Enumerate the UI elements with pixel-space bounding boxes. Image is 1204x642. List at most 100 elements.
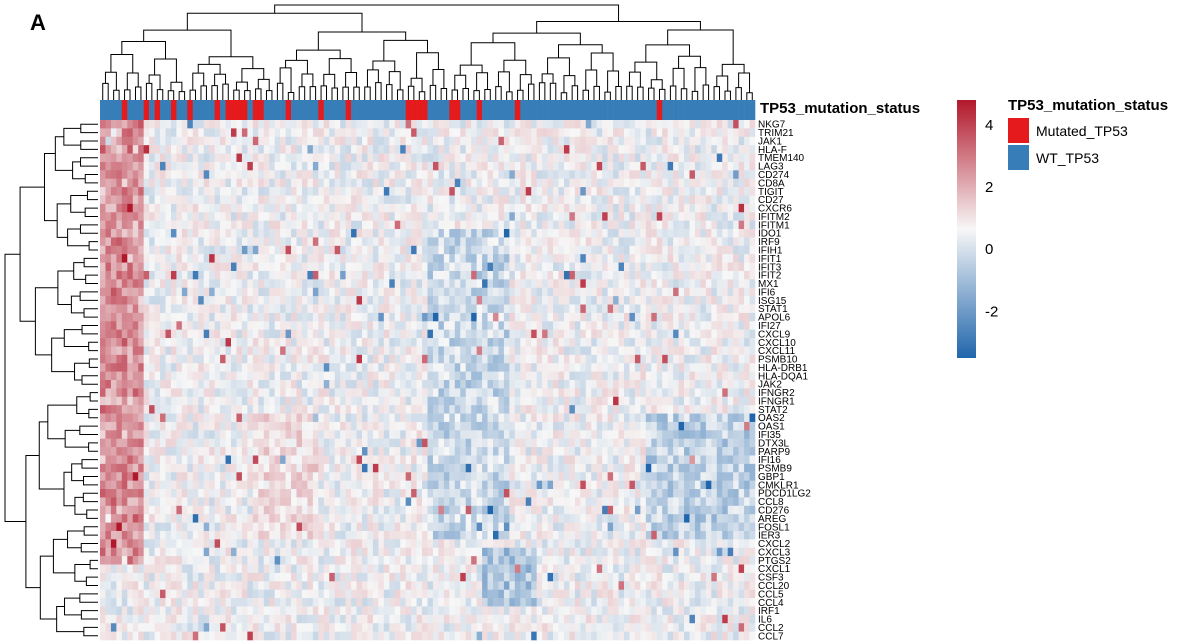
heatmap-cell: [563, 405, 570, 414]
heatmap-cell: [110, 203, 117, 213]
heatmap-cell: [416, 296, 423, 305]
heatmap-cell: [465, 321, 472, 330]
heatmap-cell: [443, 270, 450, 280]
heatmap-cell: [334, 371, 341, 381]
heatmap-cell: [356, 229, 363, 238]
heatmap-cell: [187, 170, 194, 180]
heatmap-cell: [318, 145, 325, 154]
heatmap-cell: [400, 388, 406, 398]
heatmap-cell: [493, 136, 499, 146]
heatmap-cell: [694, 153, 701, 163]
heatmap-cell: [591, 178, 598, 188]
heatmap-cell: [640, 380, 647, 389]
heatmap-cell: [198, 363, 205, 372]
heatmap-cell: [236, 421, 243, 431]
heatmap-cell: [689, 279, 696, 289]
heatmap-cell: [296, 195, 303, 205]
heatmap-cell: [362, 296, 368, 305]
heatmap-cell: [231, 430, 237, 440]
annotation-cell: [383, 100, 390, 120]
heatmap-cell: [667, 312, 674, 322]
heatmap-cell: [482, 413, 488, 423]
heatmap-cell: [689, 153, 696, 163]
heatmap-cell: [689, 287, 696, 297]
heatmap-cell: [100, 363, 106, 372]
heatmap-cell: [345, 170, 352, 180]
heatmap-cell: [711, 120, 718, 129]
heatmap-cell: [645, 270, 652, 280]
dendrogram-branch: [79, 291, 98, 301]
heatmap-cell: [323, 312, 330, 322]
heatmap-cell: [121, 270, 128, 280]
heatmap-cell: [340, 195, 346, 205]
heatmap-cell: [432, 237, 439, 247]
heatmap-cell: [465, 153, 472, 163]
heatmap-cell: [476, 203, 483, 213]
dendrogram-branch: [396, 89, 404, 100]
heatmap-cell: [629, 145, 636, 154]
heatmap-cell: [471, 212, 477, 221]
dendrogram-branch: [432, 68, 445, 89]
heatmap-cell: [656, 270, 663, 280]
heatmap-cell: [187, 220, 194, 230]
heatmap-cell: [591, 413, 598, 423]
heatmap-cell: [181, 245, 188, 255]
heatmap-cell: [116, 413, 123, 423]
heatmap-cell: [149, 128, 155, 138]
heatmap-cell: [100, 245, 106, 255]
annotation-cell: [694, 100, 701, 120]
heatmap-cell: [673, 128, 679, 138]
heatmap-cell: [733, 396, 739, 406]
heatmap-cell: [334, 195, 341, 205]
heatmap-cell: [547, 153, 554, 163]
heatmap-cell: [722, 380, 729, 389]
heatmap-cell: [411, 371, 417, 381]
heatmap-cell: [602, 346, 608, 356]
heatmap-cell: [662, 354, 668, 364]
heatmap-cell: [476, 388, 483, 398]
heatmap-cell: [394, 279, 401, 289]
heatmap-cell: [383, 120, 390, 129]
heatmap-cell: [198, 380, 205, 389]
heatmap-cell: [667, 421, 674, 431]
heatmap-cell: [209, 413, 215, 423]
heatmap-cell: [498, 279, 505, 289]
heatmap-cell: [498, 296, 505, 305]
heatmap-cell: [312, 380, 319, 389]
heatmap-cell: [192, 287, 199, 297]
heatmap-cell: [547, 254, 554, 263]
heatmap-cell: [536, 405, 543, 414]
heatmap-cell: [520, 220, 527, 230]
heatmap-cell: [307, 170, 314, 180]
heatmap-cell: [100, 237, 106, 247]
heatmap-cell: [465, 128, 472, 138]
heatmap-cell: [192, 245, 199, 255]
heatmap-cell: [487, 312, 494, 322]
heatmap-cell: [176, 237, 183, 247]
heatmap-cell: [460, 178, 467, 188]
heatmap-cell: [531, 178, 537, 188]
heatmap-cell: [498, 413, 505, 423]
heatmap-cell: [192, 153, 199, 163]
heatmap-cell: [405, 338, 412, 347]
heatmap-cell: [258, 304, 265, 314]
annotation-cell: [181, 100, 188, 120]
heatmap-cell: [280, 279, 286, 289]
heatmap-cell: [154, 170, 161, 180]
heatmap-cell: [591, 153, 598, 163]
heatmap-cell: [203, 413, 210, 423]
heatmap-cell: [231, 153, 237, 163]
heatmap-cell: [602, 245, 608, 255]
heatmap-cell: [351, 338, 357, 347]
dendrogram-branch: [79, 593, 98, 603]
heatmap-cell: [574, 245, 581, 255]
heatmap-cell: [476, 438, 483, 448]
heatmap-cell: [170, 153, 177, 163]
heatmap-cell: [738, 128, 745, 138]
heatmap-cell: [138, 145, 144, 154]
heatmap-cell: [121, 170, 128, 180]
heatmap-cell: [476, 195, 483, 205]
heatmap-cell: [716, 380, 723, 389]
heatmap-cell: [127, 270, 134, 280]
heatmap-cell: [372, 354, 379, 364]
